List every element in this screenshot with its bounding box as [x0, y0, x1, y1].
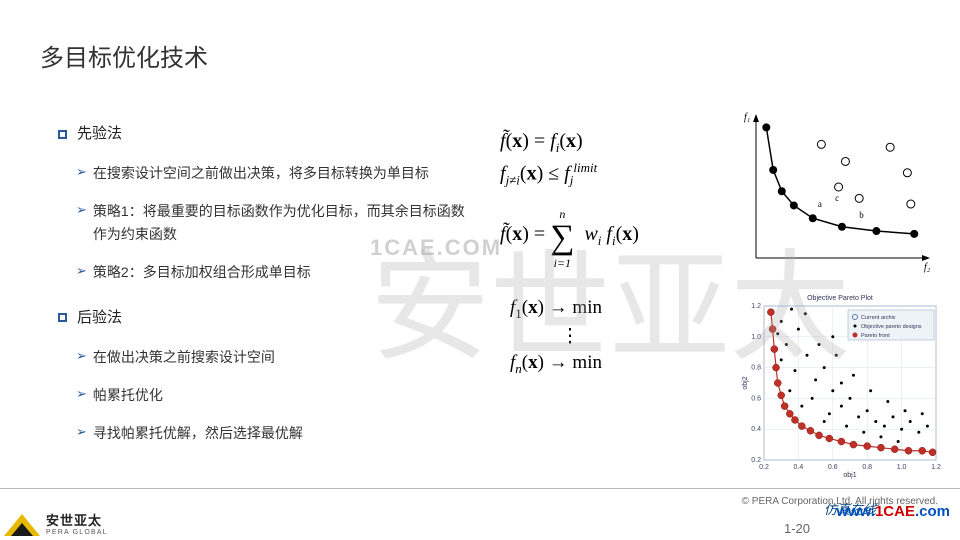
equation: fj≠i(x) ≤ fjlimit: [500, 160, 730, 189]
content-body: 先验法 ➢ 在搜索设计空间之前做出决策，将多目标转换为单目标 ➢ 策略1：将最重…: [58, 110, 478, 445]
list-item: ➢ 帕累托优化: [76, 384, 478, 406]
svg-text:Current archiv: Current archiv: [861, 315, 896, 321]
list-item: ➢ 策略2：多目标加权组合形成单目标: [76, 261, 478, 283]
svg-text:0.4: 0.4: [751, 426, 761, 433]
logo-cn: 安世亚太: [46, 514, 108, 527]
svg-text:0.6: 0.6: [828, 464, 838, 471]
arrow-bullet-icon: ➢: [76, 422, 87, 444]
svg-text:f₁: f₁: [744, 112, 750, 123]
section-heading: 后验法: [58, 306, 478, 330]
equation: f̃(x) = fi(x): [500, 130, 730, 156]
arrow-bullet-icon: ➢: [76, 346, 87, 368]
svg-text:Objective Pareto Plot: Objective Pareto Plot: [807, 295, 873, 302]
url-part: .com: [915, 503, 950, 520]
svg-text:1.2: 1.2: [931, 464, 941, 471]
svg-text:0.2: 0.2: [751, 457, 761, 464]
svg-text:1.0: 1.0: [897, 464, 907, 471]
svg-text:Objective pareto designs: Objective pareto designs: [861, 324, 922, 330]
equation-block: f1(x) → min ⋮ fn(x) → min: [510, 297, 730, 378]
logo: 安世亚太 PERA GLOBAL: [4, 514, 108, 536]
svg-text:0.2: 0.2: [759, 464, 769, 471]
list-item: ➢ 在搜索设计空间之前做出决策，将多目标转换为单目标: [76, 162, 478, 184]
svg-text:1.0: 1.0: [751, 334, 761, 341]
svg-text:0.8: 0.8: [751, 365, 761, 372]
equation: f̃(x) = ∑ni=1 wi fi(x): [500, 219, 730, 257]
square-bullet-icon: [58, 130, 67, 139]
svg-text:Pareto front: Pareto front: [861, 333, 890, 339]
section1-title: 先验法: [77, 122, 122, 146]
footer: 安世亚太 PERA GLOBAL © PERA Corporation Ltd.…: [0, 488, 960, 540]
logo-en: PERA GLOBAL: [46, 529, 108, 536]
list-text: 策略2：多目标加权组合形成单目标: [93, 261, 311, 283]
pareto-front-diagram: f₁ f₂ a b c: [738, 106, 942, 274]
eq-sup: limit: [573, 160, 597, 175]
list-text: 寻找帕累托优解，然后选择最优解: [93, 422, 303, 444]
arrow-bullet-icon: ➢: [76, 261, 87, 283]
list-text: 在做出决策之前搜索设计空间: [93, 346, 275, 368]
svg-text:b: b: [859, 210, 864, 220]
logo-text: 安世亚太 PERA GLOBAL: [46, 514, 108, 536]
url-part: www.: [836, 503, 875, 520]
page-number: 1-20: [784, 521, 810, 536]
list-text: 在搜索设计空间之前做出决策，将多目标转换为单目标: [93, 162, 429, 184]
svg-text:f₂: f₂: [924, 262, 931, 273]
pareto-scatter-plot: Objective Pareto Plot 0.2 0.4 0.6 0.8 1.0 1.2 0…: [738, 290, 942, 480]
url-part: 1CAE: [875, 503, 915, 520]
list-text: 帕累托优化: [93, 384, 163, 406]
arrow-bullet-icon: ➢: [76, 162, 87, 184]
watermark-small: 1CAE.COM: [370, 235, 502, 261]
equation-dots: ⋮: [510, 325, 630, 348]
arrow-bullet-icon: ➢: [76, 384, 87, 406]
svg-text:a: a: [818, 199, 822, 209]
svg-text:obj1: obj1: [843, 472, 856, 479]
logo-triangle-icon: [4, 514, 40, 536]
svg-text:0.4: 0.4: [794, 464, 804, 471]
footer-divider: [0, 488, 960, 489]
sum-top: n: [559, 207, 565, 222]
slide: 多目标优化技术 先验法 ➢ 在搜索设计空间之前做出决策，将多目标转换为单目标 ➢…: [0, 0, 960, 540]
svg-text:0.6: 0.6: [751, 395, 761, 402]
svg-text:0.8: 0.8: [862, 464, 872, 471]
equation: f1(x) → min: [510, 297, 730, 322]
watermark-url: www.1CAE.com: [836, 503, 950, 520]
svg-text:1.2: 1.2: [751, 303, 761, 310]
list-item: ➢ 在做出决策之前搜索设计空间: [76, 346, 478, 368]
section2-title: 后验法: [77, 306, 122, 330]
list-item: ➢ 寻找帕累托优解，然后选择最优解: [76, 422, 478, 444]
arrow-bullet-icon: ➢: [76, 200, 87, 245]
svg-text:obj2: obj2: [742, 376, 749, 389]
section-heading: 先验法: [58, 122, 478, 146]
page-title: 多目标优化技术: [40, 38, 208, 73]
equation: fn(x) → min: [510, 352, 730, 377]
svg-text:c: c: [835, 193, 839, 203]
eq-sub: j≠i: [506, 173, 520, 188]
square-bullet-icon: [58, 313, 67, 322]
equations-block: f̃(x) = fi(x) fj≠i(x) ≤ fjlimit f̃(x) = …: [500, 130, 730, 381]
sum-bot: i=1: [554, 256, 571, 271]
